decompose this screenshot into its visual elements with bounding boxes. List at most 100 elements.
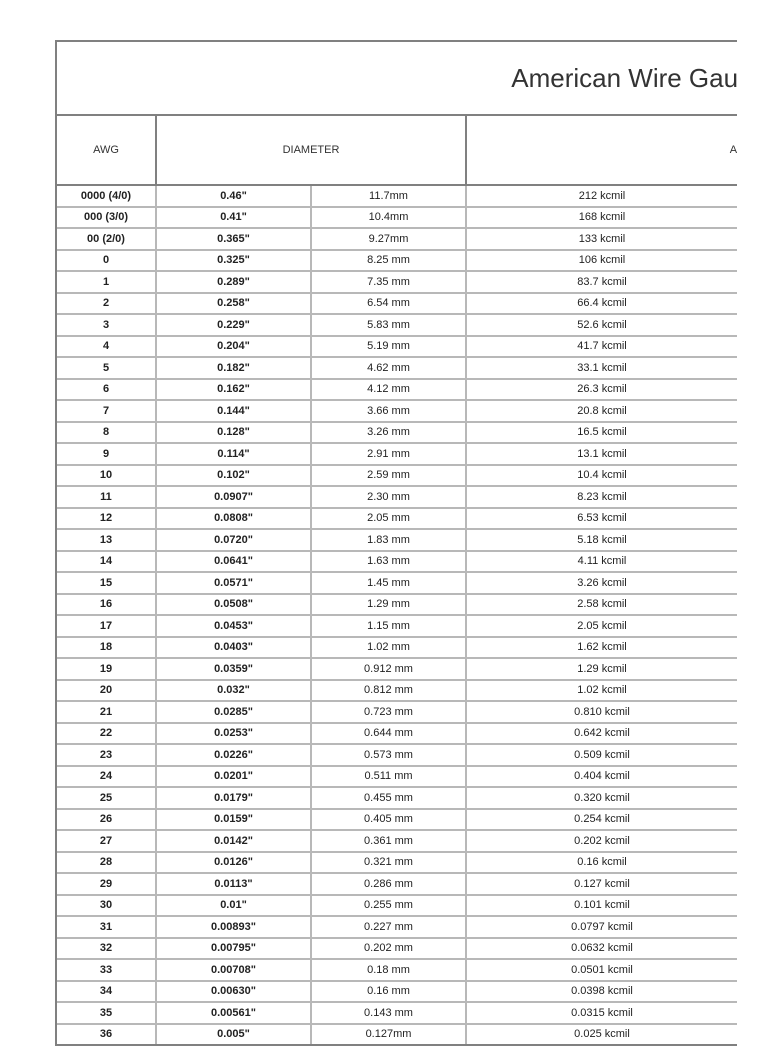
table-row: 260.0159"0.405 mm0.254 kcmil [57, 810, 737, 832]
cell-diameter-in: 0.0641" [157, 552, 312, 572]
cell-awg: 8 [57, 423, 157, 443]
cell-awg: 35 [57, 1003, 157, 1023]
cell-diameter-mm: 0.143 mm [312, 1003, 467, 1023]
cell-area-kcmil: 0.254 kcmil [467, 810, 737, 830]
cell-area-kcmil: 0.0501 kcmil [467, 960, 737, 980]
table-row: 0000 (4/0)0.46"11.7mm212 kcmil [57, 186, 737, 208]
cell-diameter-in: 0.0720" [157, 530, 312, 550]
table-row: 000 (3/0)0.41"10.4mm168 kcmil [57, 208, 737, 230]
table-row: 210.0285"0.723 mm0.810 kcmil [57, 702, 737, 724]
table-row: 60.162"4.12 mm26.3 kcmil [57, 380, 737, 402]
cell-diameter-in: 0.00893" [157, 917, 312, 937]
cell-area-kcmil: 0.810 kcmil [467, 702, 737, 722]
cell-diameter-in: 0.41" [157, 208, 312, 228]
cell-diameter-mm: 2.91 mm [312, 444, 467, 464]
cell-awg: 00 (2/0) [57, 229, 157, 249]
table-row: 30.229"5.83 mm52.6 kcmil [57, 315, 737, 337]
cell-area-kcmil: 1.62 kcmil [467, 638, 737, 658]
cell-awg: 24 [57, 767, 157, 787]
cell-diameter-mm: 2.30 mm [312, 487, 467, 507]
cell-awg: 13 [57, 530, 157, 550]
cell-awg: 1 [57, 272, 157, 292]
cell-diameter-mm: 0.127mm [312, 1025, 467, 1045]
cell-area-kcmil: 106 kcmil [467, 251, 737, 271]
cell-awg: 31 [57, 917, 157, 937]
cell-awg: 25 [57, 788, 157, 808]
cell-diameter-mm: 1.29 mm [312, 595, 467, 615]
cell-awg: 2 [57, 294, 157, 314]
table-row: 100.102"2.59 mm10.4 kcmil [57, 466, 737, 488]
cell-area-kcmil: 0.0797 kcmil [467, 917, 737, 937]
table-row: 290.0113"0.286 mm0.127 kcmil [57, 874, 737, 896]
cell-diameter-mm: 8.25 mm [312, 251, 467, 271]
cell-awg: 10 [57, 466, 157, 486]
cell-area-kcmil: 66.4 kcmil [467, 294, 737, 314]
table-header-row: AWG DIAMETER AR [57, 116, 737, 186]
cell-awg: 23 [57, 745, 157, 765]
cell-awg: 30 [57, 896, 157, 916]
title-cell: American Wire Gauge [57, 42, 737, 116]
table-row: 300.01"0.255 mm0.101 kcmil [57, 896, 737, 918]
cell-diameter-in: 0.00795" [157, 939, 312, 959]
awg-table-page: American Wire Gauge AWG DIAMETER AR 0000… [55, 40, 737, 1046]
cell-area-kcmil: 10.4 kcmil [467, 466, 737, 486]
table-row: 330.00708"0.18 mm0.0501 kcmil [57, 960, 737, 982]
cell-area-kcmil: 1.02 kcmil [467, 681, 737, 701]
cell-diameter-in: 0.0808" [157, 509, 312, 529]
cell-area-kcmil: 26.3 kcmil [467, 380, 737, 400]
page-title: American Wire Gauge [511, 63, 737, 94]
cell-diameter-mm: 1.02 mm [312, 638, 467, 658]
cell-diameter-in: 0.0113" [157, 874, 312, 894]
cell-diameter-mm: 3.26 mm [312, 423, 467, 443]
table-row: 350.00561"0.143 mm0.0315 kcmil [57, 1003, 737, 1025]
header-area: AR [467, 116, 737, 184]
cell-diameter-mm: 0.573 mm [312, 745, 467, 765]
cell-awg: 5 [57, 358, 157, 378]
cell-awg: 9 [57, 444, 157, 464]
cell-diameter-mm: 0.812 mm [312, 681, 467, 701]
table-row: 120.0808"2.05 mm6.53 kcmil [57, 509, 737, 531]
cell-diameter-mm: 0.405 mm [312, 810, 467, 830]
table-row: 00.325"8.25 mm106 kcmil [57, 251, 737, 273]
cell-awg: 0 [57, 251, 157, 271]
cell-area-kcmil: 4.11 kcmil [467, 552, 737, 572]
cell-area-kcmil: 0.101 kcmil [467, 896, 737, 916]
cell-awg: 14 [57, 552, 157, 572]
cell-diameter-in: 0.182" [157, 358, 312, 378]
cell-area-kcmil: 41.7 kcmil [467, 337, 737, 357]
cell-diameter-in: 0.0453" [157, 616, 312, 636]
table-row: 130.0720"1.83 mm5.18 kcmil [57, 530, 737, 552]
cell-diameter-in: 0.162" [157, 380, 312, 400]
cell-area-kcmil: 33.1 kcmil [467, 358, 737, 378]
cell-awg: 000 (3/0) [57, 208, 157, 228]
cell-diameter-mm: 3.66 mm [312, 401, 467, 421]
cell-diameter-in: 0.0253" [157, 724, 312, 744]
cell-diameter-mm: 9.27mm [312, 229, 467, 249]
cell-diameter-mm: 0.202 mm [312, 939, 467, 959]
cell-diameter-in: 0.01" [157, 896, 312, 916]
cell-area-kcmil: 0.127 kcmil [467, 874, 737, 894]
cell-area-kcmil: 168 kcmil [467, 208, 737, 228]
table-row: 10.289"7.35 mm83.7 kcmil [57, 272, 737, 294]
cell-diameter-in: 0.0179" [157, 788, 312, 808]
cell-area-kcmil: 83.7 kcmil [467, 272, 737, 292]
table-row: 180.0403"1.02 mm1.62 kcmil [57, 638, 737, 660]
cell-diameter-in: 0.00630" [157, 982, 312, 1002]
cell-awg: 19 [57, 659, 157, 679]
table-row: 50.182"4.62 mm33.1 kcmil [57, 358, 737, 380]
cell-area-kcmil: 0.320 kcmil [467, 788, 737, 808]
cell-awg: 4 [57, 337, 157, 357]
cell-diameter-in: 0.0159" [157, 810, 312, 830]
table-row: 230.0226"0.573 mm0.509 kcmil [57, 745, 737, 767]
cell-awg: 12 [57, 509, 157, 529]
table-row: 200.032"0.812 mm1.02 kcmil [57, 681, 737, 703]
cell-diameter-in: 0.0907" [157, 487, 312, 507]
cell-diameter-in: 0.0571" [157, 573, 312, 593]
cell-diameter-mm: 0.511 mm [312, 767, 467, 787]
cell-diameter-in: 0.0508" [157, 595, 312, 615]
cell-diameter-mm: 1.15 mm [312, 616, 467, 636]
cell-diameter-mm: 4.62 mm [312, 358, 467, 378]
cell-diameter-in: 0.365" [157, 229, 312, 249]
table-row: 360.005"0.127mm0.025 kcmil [57, 1025, 737, 1046]
table-row: 20.258"6.54 mm66.4 kcmil [57, 294, 737, 316]
